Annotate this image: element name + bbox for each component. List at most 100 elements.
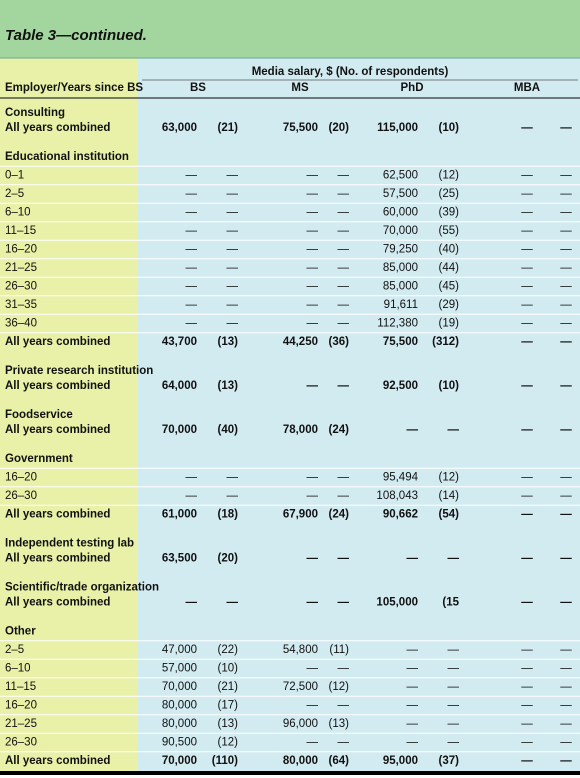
section-title: Government: [5, 453, 73, 465]
cell: —: [307, 597, 319, 609]
cell: 70,000: [162, 755, 197, 767]
cell: —: [227, 244, 239, 256]
cell: —: [227, 170, 239, 182]
cell: 63,000: [162, 122, 197, 134]
cell: (110): [212, 755, 238, 767]
cell: —: [338, 737, 350, 749]
cell: (54): [439, 509, 460, 521]
cell: —: [560, 644, 572, 656]
cell: 67,900: [283, 509, 318, 521]
row-label: 0–1: [5, 170, 24, 182]
cell: (24): [329, 509, 350, 521]
cell: —: [560, 336, 572, 348]
cell: 47,000: [162, 644, 197, 656]
section-title: Private research institution: [5, 365, 153, 377]
column-header: BS: [190, 82, 206, 94]
cell: —: [407, 663, 419, 675]
cell: —: [521, 490, 533, 502]
cell: (11): [329, 644, 349, 656]
cell: 90,662: [383, 509, 418, 521]
row-label: 2–5: [5, 188, 24, 200]
row-label: 26–30: [5, 281, 37, 293]
cell: 91,611: [384, 299, 418, 311]
cell: —: [521, 281, 533, 293]
cell: (10): [439, 380, 460, 392]
cell: (13): [329, 718, 350, 730]
cell: (45): [439, 281, 460, 293]
cell: —: [186, 170, 198, 182]
cell: —: [186, 299, 198, 311]
cell: —: [338, 597, 350, 609]
cell: 80,000: [283, 755, 318, 767]
cell: —: [560, 755, 572, 767]
cell: —: [338, 244, 350, 256]
section-title: Other: [5, 626, 36, 638]
cell: —: [186, 244, 198, 256]
cell: (10): [218, 663, 239, 675]
cell: —: [186, 225, 198, 237]
cell: —: [560, 718, 572, 730]
cell: —: [186, 188, 198, 200]
row-label: All years combined: [5, 380, 110, 392]
cell: (25): [439, 188, 460, 200]
cell: (21): [218, 681, 239, 693]
cell: 96,000: [283, 718, 318, 730]
cell: —: [560, 472, 572, 484]
row-label: 2–5: [5, 644, 24, 656]
cell: —: [407, 718, 419, 730]
cell: —: [307, 299, 319, 311]
cell: —: [521, 553, 533, 565]
cell: —: [338, 553, 350, 565]
cell: —: [338, 299, 350, 311]
cell: —: [560, 188, 572, 200]
cell: 75,500: [283, 122, 318, 134]
row-label: 26–30: [5, 737, 37, 749]
span-header: Media salary, $ (No. of respondents): [252, 66, 449, 78]
cell: 61,000: [162, 509, 197, 521]
cell: —: [338, 490, 350, 502]
cell: 80,000: [162, 718, 197, 730]
cell: —: [338, 281, 350, 293]
cell: (12): [439, 170, 460, 182]
cell: —: [448, 737, 460, 749]
cell: —: [560, 597, 572, 609]
cell: 54,800: [283, 644, 318, 656]
row-label: 26–30: [5, 490, 37, 502]
cell: 78,000: [283, 424, 318, 436]
cell: (13): [218, 336, 239, 348]
cell: 92,500: [383, 380, 418, 392]
cell: —: [560, 225, 572, 237]
cell: 112,380: [377, 318, 418, 330]
cell: (17): [218, 700, 239, 712]
cell: (21): [218, 122, 239, 134]
cell: —: [338, 700, 350, 712]
cell: —: [227, 299, 239, 311]
cell: —: [560, 509, 572, 521]
cell: 60,000: [383, 207, 418, 219]
cell: —: [338, 663, 350, 675]
cell: —: [560, 380, 572, 392]
cell: —: [521, 207, 533, 219]
cell: 85,000: [383, 262, 418, 274]
cell: —: [560, 281, 572, 293]
cell: (20): [218, 553, 239, 565]
row-label: All years combined: [5, 424, 110, 436]
cell: —: [186, 490, 198, 502]
cell: —: [307, 472, 319, 484]
cell: 57,500: [383, 188, 418, 200]
cell: —: [560, 681, 572, 693]
cell: (40): [439, 244, 460, 256]
cell: —: [521, 262, 533, 274]
cell: —: [560, 663, 572, 675]
row-label: 6–10: [5, 207, 31, 219]
cell: —: [521, 188, 533, 200]
cell: 63,500: [162, 553, 197, 565]
section-title: Independent testing lab: [5, 538, 134, 550]
cell: (24): [329, 424, 350, 436]
cell: —: [307, 188, 319, 200]
cell: —: [227, 225, 239, 237]
column-header: MBA: [514, 82, 540, 94]
row-label: All years combined: [5, 509, 110, 521]
cell: (39): [439, 207, 460, 219]
cell: —: [307, 225, 319, 237]
